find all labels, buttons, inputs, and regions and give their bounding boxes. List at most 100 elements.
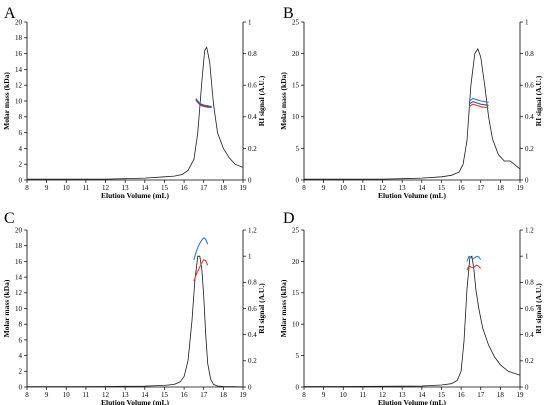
panel-label: A <box>4 5 16 22</box>
x-tick-label: 18 <box>497 391 505 399</box>
y-tick-label: 8 <box>19 113 23 121</box>
series-line-red <box>466 264 482 271</box>
y2-tick-label: 1 <box>248 253 252 261</box>
y-tick-label: 2 <box>19 368 23 376</box>
x-tick-label: 13 <box>122 184 130 192</box>
y2-tick-label: 1 <box>525 18 529 26</box>
y-axis-title: Molar mass (kDa) <box>279 72 288 130</box>
y-tick-label: 25 <box>292 226 300 234</box>
y-tick-label: 20 <box>292 258 300 266</box>
chart-panel-b: B8 9 10 11 12 13 14 15 16 17 18 19051015202500.20.4… <box>279 5 543 200</box>
y-tick-label: 25 <box>292 18 300 26</box>
panel-label: B <box>283 5 294 22</box>
x-tick-label: 9 <box>45 391 49 399</box>
x-tick-label: 10 <box>340 184 348 192</box>
x-tick-label: 13 <box>399 184 407 192</box>
x-tick-label: 9 <box>322 391 326 399</box>
x-tick-label: 17 <box>200 184 208 192</box>
y2-axis-title: RI signal (A.U.) <box>534 283 543 334</box>
y2-tick-label: 0.8 <box>525 50 534 58</box>
x-tick-label: 13 <box>122 391 130 399</box>
y2-tick-label: 0.2 <box>248 357 257 365</box>
y-tick-label: 12 <box>15 289 23 297</box>
series-line-red <box>193 259 209 282</box>
y2-tick-label: 1 <box>248 18 252 26</box>
x-tick-label: 8 <box>302 391 306 399</box>
x-tick-label: 11 <box>83 391 90 399</box>
y-tick-label: 0 <box>19 383 23 391</box>
x-tick-label: 17 <box>477 184 485 192</box>
x-tick-label: 11 <box>360 184 367 192</box>
y-tick-label: 10 <box>292 321 300 329</box>
x-tick-label: 18 <box>220 184 228 192</box>
panel-label: C <box>4 210 15 227</box>
x-tick-label: 19 <box>517 391 525 399</box>
x-tick-label: 9 <box>322 184 326 192</box>
y2-tick-label: 0.6 <box>525 82 534 90</box>
chart-panel-d: D8 9 10 11 12 13 14 15 16 17 18 19051015202500.20.4… <box>279 210 543 405</box>
y2-tick-label: 0.6 <box>525 305 534 313</box>
x-tick-label: 9 <box>45 184 49 192</box>
y2-tick-label: 0 <box>525 383 529 391</box>
x-tick-label: 12 <box>102 391 110 399</box>
x-tick-label: 8 <box>25 391 29 399</box>
y-tick-label: 0 <box>19 176 23 184</box>
series-line-ri <box>304 48 521 180</box>
y2-tick-label: 0.2 <box>248 145 257 153</box>
y2-tick-label: 0.2 <box>525 145 534 153</box>
y2-tick-label: 1.2 <box>525 226 534 234</box>
x-tick-label: 15 <box>438 391 446 399</box>
x-tick-label: 15 <box>161 184 169 192</box>
y2-tick-label: 0.8 <box>248 279 257 287</box>
y2-axis-title: RI signal (A.U.) <box>534 75 543 126</box>
x-tick-label: 12 <box>379 184 387 192</box>
x-tick-label: 19 <box>240 391 248 399</box>
x-tick-label: 10 <box>63 184 71 192</box>
series-line-ri <box>27 255 244 388</box>
x-tick-label: 17 <box>200 391 208 399</box>
y-axis-title: Molar mass (kDa) <box>2 72 11 130</box>
x-tick-label: 18 <box>220 391 228 399</box>
x-axis-title: Elution Volume (mL) <box>378 398 446 405</box>
x-tick-label: 15 <box>438 184 446 192</box>
y-tick-label: 6 <box>19 336 23 344</box>
y-tick-label: 15 <box>292 82 300 90</box>
y2-tick-label: 0.4 <box>525 113 534 121</box>
y-tick-label: 10 <box>15 305 23 313</box>
y-tick-label: 10 <box>292 113 300 121</box>
y-tick-label: 0 <box>296 383 300 391</box>
y-tick-label: 4 <box>19 145 23 153</box>
x-tick-label: 14 <box>141 184 149 192</box>
y-tick-label: 5 <box>296 145 300 153</box>
x-tick-label: 10 <box>63 391 71 399</box>
y-tick-label: 2 <box>19 161 23 169</box>
series-line-ri <box>304 255 521 387</box>
series-line-ri <box>27 46 244 180</box>
x-tick-label: 8 <box>302 184 306 192</box>
y-axis-title: Molar mass (kDa) <box>2 279 11 337</box>
y-tick-label: 14 <box>15 66 23 74</box>
x-tick-label: 11 <box>83 184 90 192</box>
y-tick-label: 16 <box>15 258 23 266</box>
x-tick-label: 12 <box>379 391 387 399</box>
y-tick-label: 16 <box>15 50 23 58</box>
y-tick-label: 10 <box>15 97 23 105</box>
y2-tick-label: 0 <box>525 176 529 184</box>
y-tick-label: 20 <box>15 18 23 26</box>
x-tick-label: 14 <box>418 391 426 399</box>
x-tick-label: 16 <box>181 184 189 192</box>
x-tick-label: 19 <box>517 184 525 192</box>
y-tick-label: 4 <box>19 352 23 360</box>
x-tick-label: 17 <box>477 391 485 399</box>
x-tick-label: 18 <box>497 184 505 192</box>
x-tick-label: 8 <box>25 184 29 192</box>
x-axis-title: Elution Volume (mL) <box>101 191 169 200</box>
series-line-dark <box>468 100 489 106</box>
x-tick-label: 13 <box>399 391 407 399</box>
x-tick-label: 11 <box>360 391 367 399</box>
y-tick-label: 20 <box>292 50 300 58</box>
x-tick-label: 16 <box>458 184 466 192</box>
y-axis-title: Molar mass (kDa) <box>279 279 288 337</box>
y2-axis-title: RI signal (A.U.) <box>257 283 266 334</box>
